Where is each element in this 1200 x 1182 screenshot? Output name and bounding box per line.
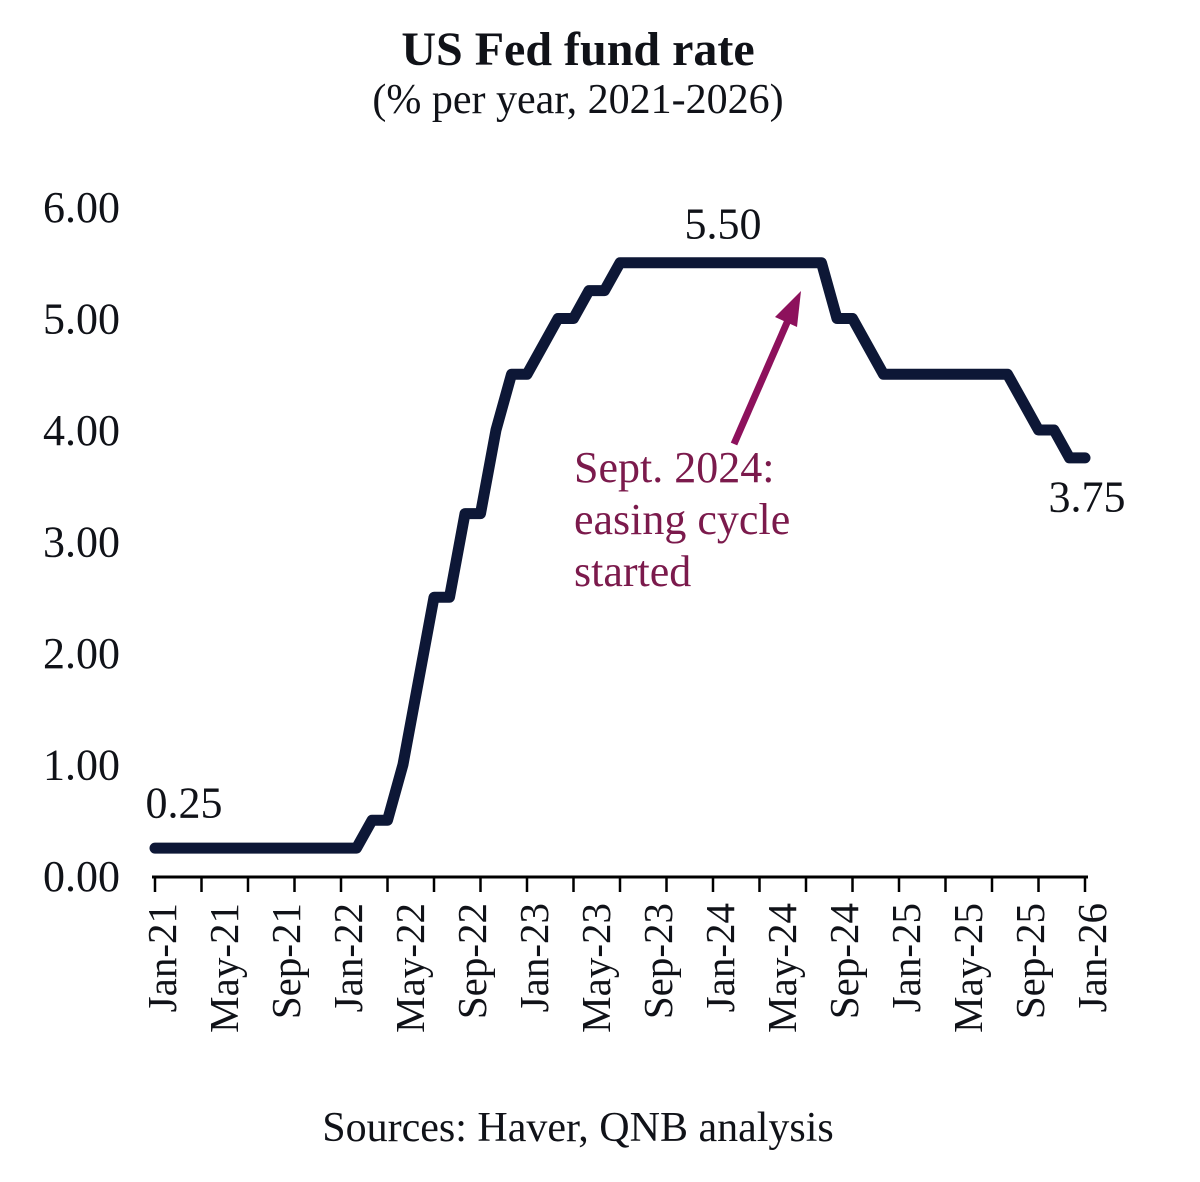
x-axis-label: May-21 — [201, 903, 247, 1033]
x-axis-label: Sep-25 — [1007, 903, 1053, 1019]
y-axis-label: 6.00 — [43, 183, 120, 232]
y-axis-label: 3.00 — [43, 518, 120, 567]
x-axis-label: Jan-24 — [697, 903, 743, 1012]
x-axis-label: Sep-23 — [635, 903, 681, 1019]
x-axis-label: Sep-24 — [821, 903, 867, 1019]
label-end-value: 3.75 — [1048, 472, 1126, 522]
chart-subtitle: (% per year, 2021-2026) — [372, 77, 784, 123]
x-axis-label: Sep-22 — [449, 903, 495, 1019]
source-note: Sources: Haver, QNB analysis — [322, 1105, 834, 1151]
fed-rate-line — [149, 257, 1091, 854]
y-axis-label: 4.00 — [43, 406, 120, 455]
y-axis-label: 5.00 — [43, 295, 120, 344]
annotation-arrow-shaft — [730, 316, 793, 446]
x-axis-label: Sep-21 — [263, 903, 309, 1019]
x-axis-labels: Jan-21 May-21 Sep-21 Jan-22 May-22 Sep-22 Jan-… — [139, 903, 1115, 1033]
y-axis-label: 2.00 — [43, 629, 120, 678]
annotation-arrowhead-icon — [775, 291, 801, 327]
series-group — [149, 257, 1091, 854]
x-axis-label: May-22 — [387, 903, 433, 1033]
x-axis-label: May-24 — [759, 903, 805, 1033]
label-start-value: 0.25 — [145, 778, 223, 828]
x-axis-label: Jan-21 — [139, 903, 185, 1012]
y-axis-label: 0.00 — [43, 852, 120, 901]
annotation-text: Sept. 2024: easing cycle started — [574, 443, 791, 596]
x-axis-label: Jan-26 — [1069, 903, 1115, 1012]
y-axis-labels: 6.00 5.00 4.00 3.00 2.00 1.00 0.00 — [43, 183, 120, 901]
x-axis-ticks — [153, 877, 1087, 892]
x-axis-label: May-25 — [945, 903, 991, 1033]
x-axis-label: Jan-23 — [511, 903, 557, 1012]
chart-title: US Fed fund rate — [401, 23, 755, 76]
x-axis-label: Jan-25 — [883, 903, 929, 1012]
label-peak-value: 5.50 — [684, 199, 762, 249]
x-axis-label: May-23 — [573, 903, 619, 1033]
x-axis-label: Jan-22 — [325, 903, 371, 1012]
y-axis-label: 1.00 — [43, 741, 120, 790]
